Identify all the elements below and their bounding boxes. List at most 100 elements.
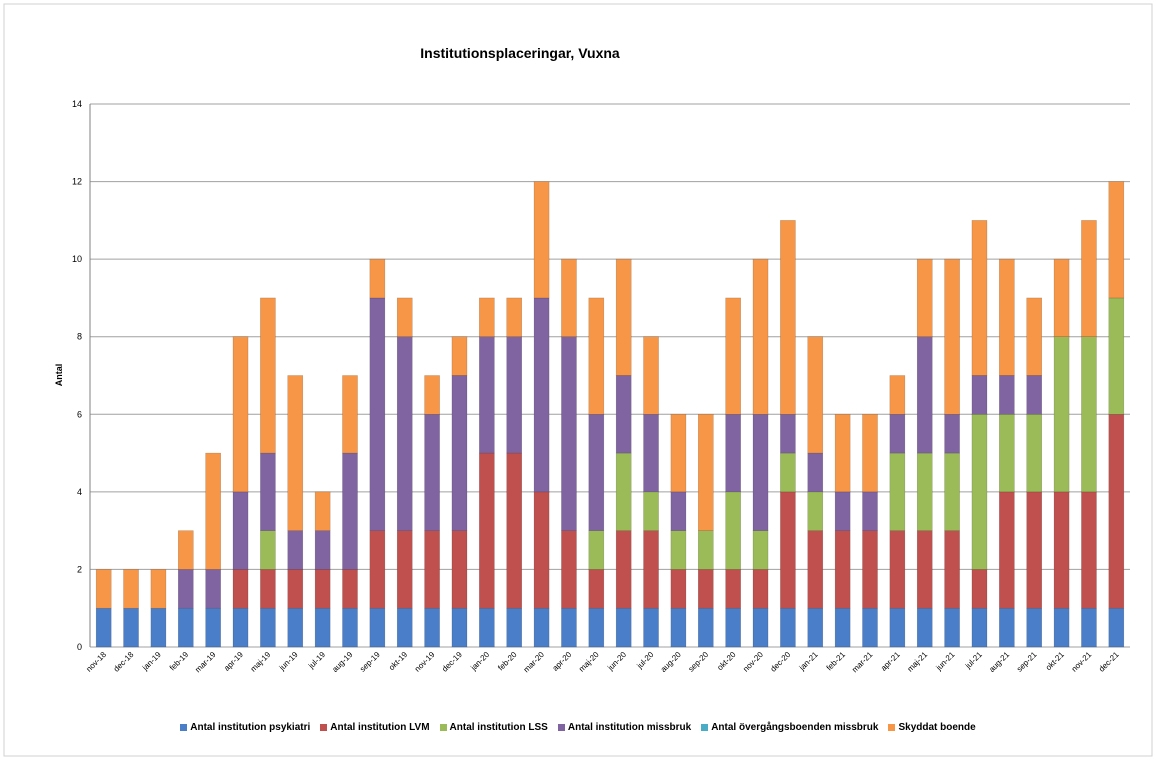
legend-item: Antal institution LSS bbox=[439, 722, 548, 733]
bar-segment bbox=[670, 530, 687, 570]
bar-segment bbox=[232, 607, 249, 648]
bar-segment bbox=[396, 607, 413, 648]
x-tick-label: sep-20 bbox=[687, 650, 711, 674]
bar-segment bbox=[533, 491, 550, 609]
bar-segment bbox=[1108, 414, 1125, 609]
legend-label: Antal övergångsboenden missbruk bbox=[711, 722, 879, 733]
bar-segment bbox=[944, 258, 960, 415]
bar-segment bbox=[396, 336, 413, 531]
x-tick-label: jul-20 bbox=[635, 650, 656, 671]
bar-segment bbox=[999, 375, 1015, 415]
bar-segment bbox=[971, 220, 988, 376]
bar-segment bbox=[451, 336, 468, 376]
y-tick-label: 14 bbox=[72, 99, 82, 109]
bar-segment bbox=[506, 297, 522, 337]
bar-segment bbox=[1053, 258, 1070, 337]
x-tick-label: aug-20 bbox=[659, 650, 683, 674]
x-tick-label: dec-18 bbox=[112, 650, 136, 674]
bar-segment bbox=[944, 452, 960, 531]
bar-segment bbox=[314, 569, 331, 609]
bar-segment bbox=[479, 607, 495, 648]
y-axis-label: Antal bbox=[54, 364, 64, 387]
legend-label: Skyddat boende bbox=[898, 722, 976, 733]
bar-segment bbox=[150, 569, 167, 609]
bar-segment bbox=[643, 607, 659, 648]
chart-title: Institutionsplaceringar, Vuxna bbox=[420, 45, 620, 61]
bar-segment bbox=[1026, 607, 1042, 648]
bar-segment bbox=[561, 607, 577, 648]
x-tick-label: okt-20 bbox=[715, 650, 737, 672]
x-tick-label: jul-21 bbox=[963, 650, 984, 671]
bar-segment bbox=[533, 607, 550, 648]
x-tick-label: nov-20 bbox=[741, 650, 765, 674]
bar-segment bbox=[643, 530, 659, 609]
bar-segment bbox=[588, 414, 605, 531]
bar-segment bbox=[506, 452, 522, 609]
bar-segment bbox=[916, 607, 933, 648]
bar-segment bbox=[1053, 491, 1070, 609]
bar-segment bbox=[205, 452, 221, 570]
bar-segment bbox=[999, 607, 1015, 648]
bar-segment bbox=[780, 414, 796, 454]
x-tick-label: dec-19 bbox=[440, 650, 464, 674]
bar-segment bbox=[834, 491, 851, 531]
bar-segment bbox=[944, 607, 960, 648]
bar-segment bbox=[479, 336, 495, 454]
bar-segment bbox=[1053, 607, 1070, 648]
bar-segment bbox=[999, 414, 1015, 493]
bar-segment bbox=[807, 452, 824, 493]
bar-segment bbox=[533, 181, 550, 299]
bar-segment bbox=[533, 297, 550, 493]
bar-segment bbox=[889, 375, 906, 415]
y-tick-label: 6 bbox=[77, 409, 82, 419]
x-tick-label: feb-19 bbox=[168, 650, 191, 673]
legend-item: Antal övergångsboenden missbruk bbox=[701, 722, 878, 733]
x-tick-label: jan-20 bbox=[468, 650, 491, 673]
bar-segment bbox=[588, 297, 605, 415]
bar-segment bbox=[369, 607, 386, 648]
bar-segment bbox=[615, 530, 632, 609]
legend-item: Antal institution missbruk bbox=[557, 722, 691, 733]
bar-segment bbox=[424, 607, 440, 648]
y-tick-label: 8 bbox=[77, 332, 82, 342]
bar-segment bbox=[1081, 336, 1097, 493]
legend-swatch bbox=[701, 724, 709, 731]
bar-segment bbox=[451, 375, 468, 531]
x-tick-label: apr-19 bbox=[222, 650, 245, 673]
bar-segment bbox=[615, 452, 632, 531]
bar-segment bbox=[369, 258, 386, 299]
x-tick-label: jan-19 bbox=[140, 650, 163, 673]
bar-segment bbox=[670, 414, 687, 493]
x-tick-label: jun-19 bbox=[277, 650, 300, 673]
bar-segment bbox=[971, 607, 988, 648]
bar-segment bbox=[615, 258, 632, 376]
bar-segment bbox=[232, 491, 249, 570]
bar-segment bbox=[862, 607, 878, 648]
bar-segment bbox=[780, 607, 796, 648]
bar-segment bbox=[999, 258, 1015, 376]
x-tick-label: jun-20 bbox=[605, 650, 628, 673]
bar-segment bbox=[807, 491, 824, 531]
x-tick-label: okt-21 bbox=[1044, 650, 1066, 672]
bar-segment bbox=[725, 414, 741, 493]
x-tick-label: dec-20 bbox=[769, 650, 793, 674]
bar-segment bbox=[1108, 607, 1125, 648]
legend-item: Skyddat boende bbox=[888, 722, 976, 733]
bar-segment bbox=[561, 530, 577, 609]
bar-segment bbox=[1026, 297, 1042, 376]
bar-segment bbox=[698, 607, 714, 648]
legend-swatch bbox=[888, 724, 896, 731]
y-tick-label: 2 bbox=[77, 564, 82, 574]
legend-swatch bbox=[439, 724, 447, 731]
x-tick-label: jan-21 bbox=[797, 650, 820, 673]
y-tick-label: 0 bbox=[77, 642, 82, 652]
bar-segment bbox=[615, 375, 632, 454]
chart-border bbox=[3, 3, 1153, 757]
bar-segment bbox=[451, 607, 468, 648]
x-tick-label: jun-21 bbox=[934, 650, 957, 673]
bar-segment bbox=[862, 530, 878, 609]
bar-segment bbox=[588, 569, 605, 609]
bar-segment bbox=[670, 607, 687, 648]
x-tick-label: aug-21 bbox=[987, 650, 1011, 674]
x-tick-label: dec-21 bbox=[1097, 650, 1121, 674]
